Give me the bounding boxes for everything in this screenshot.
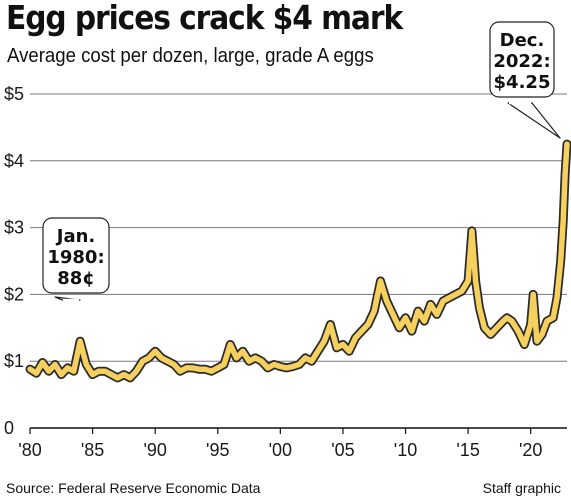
callout-text: $4.25	[494, 72, 551, 93]
callout-text: 1980:	[47, 247, 104, 268]
callout-text: 2022:	[493, 51, 550, 72]
source-note: Source: Federal Reserve Economic Data	[6, 480, 261, 496]
y-tick-label: $5	[4, 84, 24, 104]
x-axis	[29, 427, 567, 434]
x-tick-label: '20	[519, 440, 542, 460]
y-tick-label: $2	[4, 284, 24, 304]
x-tick-label: '10	[394, 440, 417, 460]
series-line	[27, 141, 570, 381]
x-tick-label: '85	[81, 440, 104, 460]
callout-pointer	[507, 102, 561, 139]
y-tick-label: $4	[4, 151, 24, 171]
y-axis-labels: 0 $1 $2 $3 $4 $5	[4, 84, 24, 438]
callout: Jan.1980:88¢	[42, 217, 110, 302]
callout-text: Jan.	[55, 226, 96, 247]
series-line-casing	[25, 139, 571, 383]
callout-box	[42, 217, 110, 294]
x-tick-label: '15	[456, 440, 479, 460]
x-tick-label: '80	[18, 440, 41, 460]
x-tick-label: '05	[331, 440, 354, 460]
callout-text: Dec.	[500, 30, 545, 51]
callout-box	[489, 21, 555, 98]
callouts: Jan.1980:88¢ Dec.2022:$4.25	[42, 21, 561, 302]
x-tick-label: '90	[143, 440, 166, 460]
callout-text: 88¢	[57, 268, 95, 289]
y-tick-label: 0	[4, 418, 14, 438]
credit-note: Staff graphic	[482, 480, 561, 496]
line-chart: 0$1$2$3$4$5 '80'85'90'95'00'05'10'15'20 …	[4, 21, 571, 460]
y-tick-label: $1	[4, 351, 24, 371]
chart-title: Egg prices crack $4 mark	[6, 0, 403, 37]
callout: Dec.2022:$4.25	[489, 21, 561, 139]
chart-subtitle: Average cost per dozen, large, grade A e…	[7, 45, 374, 67]
y-tick-label: $3	[4, 218, 24, 238]
x-tick-label: '95	[206, 440, 229, 460]
x-axis-labels: '80 '85 '90 '95 '00 '05 '10 '15 '20	[18, 440, 542, 460]
series-group	[25, 139, 571, 383]
x-tick-label: '00	[269, 440, 292, 460]
